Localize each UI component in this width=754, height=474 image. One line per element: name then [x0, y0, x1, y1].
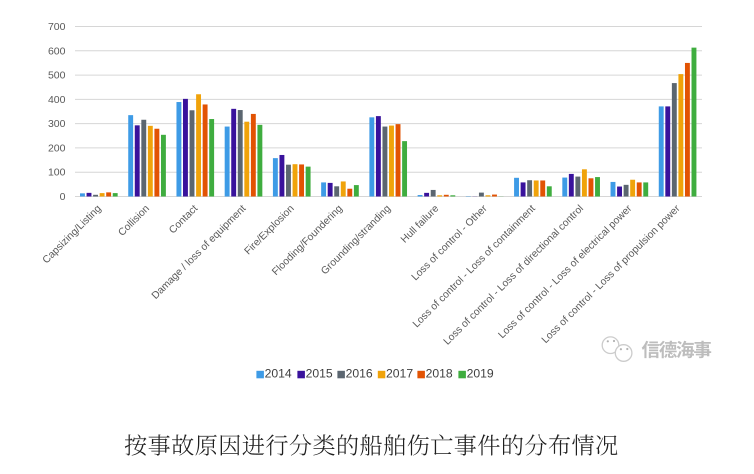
svg-text:2017: 2017: [386, 367, 413, 381]
svg-text:300: 300: [48, 118, 66, 130]
svg-text:0: 0: [60, 191, 66, 203]
svg-text:2019: 2019: [467, 367, 494, 381]
svg-text:2014: 2014: [265, 367, 292, 381]
svg-text:2015: 2015: [306, 367, 333, 381]
svg-text:700: 700: [48, 21, 66, 33]
svg-text:100: 100: [48, 167, 66, 179]
svg-text:500: 500: [48, 70, 66, 82]
svg-text:2016: 2016: [346, 367, 373, 381]
svg-text:600: 600: [48, 45, 66, 57]
svg-text:2018: 2018: [426, 367, 453, 381]
svg-text:200: 200: [48, 142, 66, 154]
svg-text:400: 400: [48, 94, 66, 106]
